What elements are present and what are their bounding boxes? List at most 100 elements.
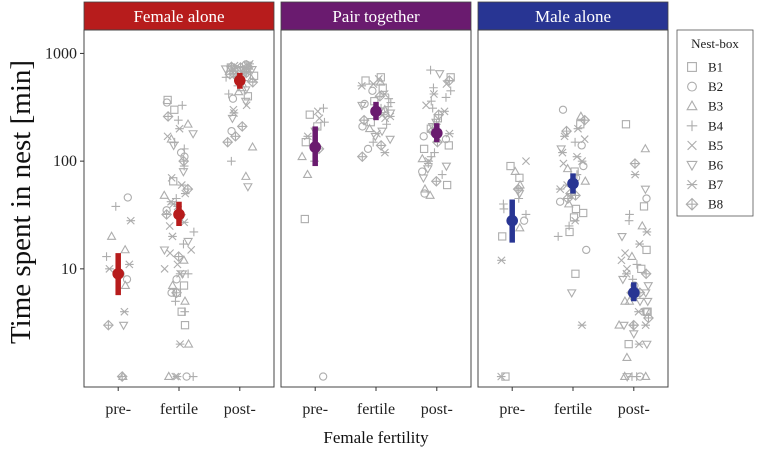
raw-point (445, 129, 454, 138)
raw-point (446, 73, 455, 82)
raw-point (163, 95, 172, 105)
raw-point (385, 109, 396, 119)
panel-title: Female alone (133, 7, 224, 26)
raw-point (320, 117, 329, 127)
raw-point (228, 94, 238, 103)
panel-strip (280, 1, 472, 31)
raw-point (175, 124, 184, 133)
raw-point (619, 321, 629, 331)
raw-point (521, 157, 530, 166)
raw-point (169, 177, 178, 186)
raw-point (442, 180, 452, 190)
raw-point (429, 83, 438, 93)
raw-point (580, 176, 591, 185)
raw-point (178, 168, 189, 177)
raw-point (627, 372, 637, 381)
raw-point (163, 371, 174, 380)
raw-point (632, 260, 642, 269)
raw-point (233, 86, 244, 96)
raw-point (622, 373, 633, 382)
raw-point (297, 151, 307, 161)
raw-point (571, 204, 581, 214)
raw-point (167, 280, 178, 289)
raw-point (364, 123, 375, 133)
raw-point (564, 221, 574, 231)
raw-point (441, 93, 451, 102)
raw-point (555, 185, 565, 194)
raw-point (640, 308, 651, 317)
raw-point (247, 141, 258, 151)
x-tick-label: pre- (105, 401, 131, 418)
raw-point (166, 197, 176, 206)
raw-point (376, 73, 385, 82)
x-axis-title: Female fertility (323, 428, 429, 447)
panel-2: Male alone pre-fertile post- (477, 1, 669, 418)
raw-point (230, 61, 239, 70)
legend-key-b1 (687, 62, 697, 72)
raw-point (360, 99, 369, 109)
raw-point (579, 114, 591, 126)
raw-point (188, 130, 198, 139)
raw-point (640, 143, 651, 153)
raw-point (240, 171, 251, 180)
panel-0: Female alone pre-fertile post- (83, 1, 275, 418)
raw-point (555, 197, 565, 206)
mean-point (628, 286, 640, 299)
raw-point (180, 307, 190, 317)
legend-key-b6 (686, 160, 698, 172)
raw-point (620, 296, 630, 305)
raw-point (641, 340, 652, 350)
raw-point (380, 148, 390, 157)
raw-point (640, 289, 651, 299)
raw-point (177, 181, 187, 190)
raw-point (379, 104, 390, 114)
legend-key-b2 (687, 81, 697, 92)
mean-point (506, 214, 518, 227)
raw-point (303, 132, 313, 141)
raw-point (162, 98, 172, 107)
raw-point (622, 352, 632, 362)
raw-point (619, 371, 630, 380)
raw-point (305, 110, 314, 119)
raw-point (643, 307, 652, 316)
raw-point (183, 338, 194, 348)
legend-entry: B1 (708, 60, 723, 75)
raw-point (167, 173, 176, 182)
raw-point (506, 161, 515, 171)
raw-point (179, 281, 189, 290)
raw-point (160, 264, 169, 273)
raw-point (106, 231, 117, 240)
mean-point (567, 177, 579, 190)
raw-point (357, 101, 367, 111)
raw-point (243, 92, 253, 101)
x-tick-label: post- (421, 401, 453, 418)
raw-point (498, 232, 507, 241)
raw-point (386, 98, 396, 107)
raw-point (170, 105, 179, 114)
raw-point (441, 162, 452, 172)
raw-point (166, 249, 175, 258)
raw-point (125, 260, 134, 269)
raw-point (357, 81, 367, 90)
raw-point (361, 76, 370, 85)
raw-point (563, 198, 574, 208)
raw-point (426, 96, 436, 106)
raw-point (419, 132, 428, 141)
raw-point (175, 340, 185, 349)
raw-point (172, 275, 181, 284)
raw-point (249, 71, 259, 80)
raw-point (635, 297, 645, 307)
raw-point (168, 232, 177, 241)
raw-point (566, 289, 577, 299)
raw-point (162, 206, 171, 215)
raw-point (572, 152, 582, 161)
raw-point (426, 65, 435, 75)
mean-point (431, 127, 443, 139)
raw-point (634, 340, 644, 349)
raw-point (420, 183, 430, 193)
x-tick-label: pre- (499, 401, 525, 418)
raw-point (187, 245, 196, 254)
raw-point (499, 199, 508, 209)
legend-key-b7 (686, 179, 698, 190)
x-tick-label: pre- (302, 401, 328, 418)
